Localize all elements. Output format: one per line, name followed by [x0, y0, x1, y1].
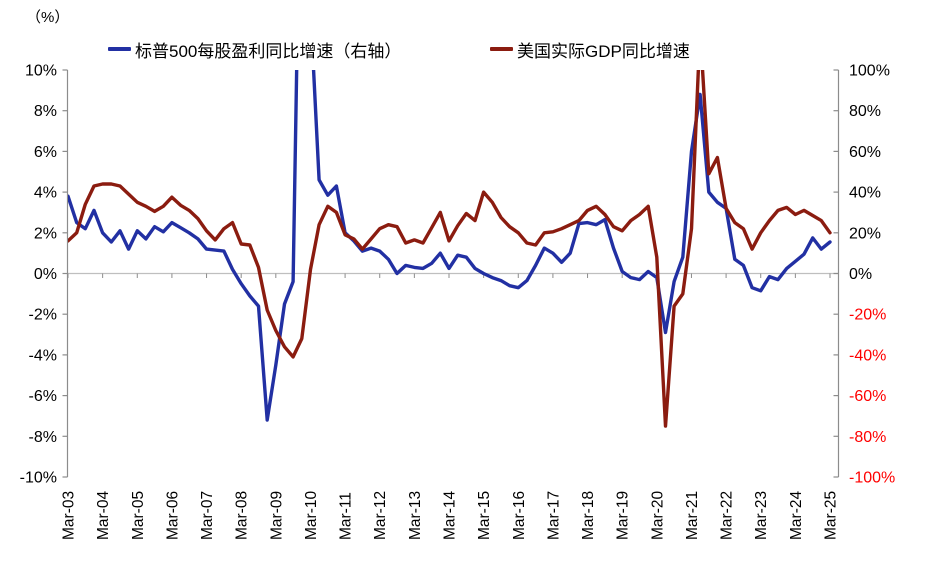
eps-line-swatch: [108, 47, 131, 51]
legend-item-eps: 标普500每股盈利同比增速（右轴）: [108, 38, 402, 61]
x-axis-label: Mar-21: [684, 491, 701, 540]
x-axis-label: Mar-14: [442, 491, 459, 540]
left-axis-tick-label: -10%: [20, 470, 57, 487]
right-axis-tick-label: -40%: [849, 347, 886, 364]
left-axis-tick-label: 10%: [25, 63, 57, 80]
x-axis-label: Mar-15: [476, 491, 493, 540]
left-axis-tick-label: -6%: [29, 388, 57, 405]
gdp-line-swatch: [490, 47, 513, 51]
x-axis-label: Mar-10: [303, 491, 320, 540]
legend-label-gdp: 美国实际GDP同比增速: [517, 41, 690, 61]
x-axis-label: Mar-11: [338, 492, 355, 540]
eps-growth-line: [68, 70, 832, 422]
x-axis-label: Mar-19: [615, 491, 632, 540]
x-axis-label: Mar-08: [234, 491, 251, 540]
x-axis-label: Mar-03: [61, 491, 78, 540]
left-axis-tick-label: 0%: [34, 266, 57, 283]
legend-label-eps: 标普500每股盈利同比增速（右轴）: [135, 41, 402, 61]
x-axis-label: Mar-04: [95, 491, 112, 540]
right-axis-tick-label: -100%: [849, 470, 895, 487]
left-axis-tick-label: -8%: [29, 429, 57, 446]
axis-unit-label: （%）: [26, 9, 70, 26]
x-axis-label: Mar-12: [372, 491, 389, 540]
legend-item-gdp: 美国实际GDP同比增速: [490, 38, 690, 61]
x-axis-label: Mar-18: [580, 491, 597, 540]
right-axis-tick-label: 40%: [849, 185, 881, 202]
left-axis-tick-label: 8%: [34, 103, 57, 120]
x-axis-label: Mar-06: [164, 491, 181, 540]
x-axis-label: Mar-20: [649, 491, 666, 540]
x-axis-label: Mar-16: [511, 491, 528, 540]
x-axis-label: Mar-22: [719, 491, 736, 540]
right-axis-tick-label: 80%: [849, 103, 881, 120]
x-axis-label: Mar-17: [545, 491, 562, 540]
x-axis-label: Mar-13: [407, 491, 424, 540]
right-axis-tick-label: -60%: [849, 388, 886, 405]
x-axis-label: Mar-23: [753, 491, 770, 540]
left-axis-tick-label: 6%: [34, 144, 57, 161]
x-axis-label: Mar-24: [788, 491, 805, 540]
left-axis-tick-label: -2%: [29, 307, 57, 324]
x-axis-label: Mar-07: [199, 491, 216, 540]
right-axis-tick-label: 0%: [849, 266, 872, 283]
left-axis-tick-label: 2%: [34, 225, 57, 242]
left-axis-tick-label: -4%: [29, 347, 57, 364]
gdp-growth-line: [68, 70, 832, 428]
right-axis-tick-label: -20%: [849, 307, 886, 324]
right-axis-tick-label: 100%: [849, 63, 890, 80]
right-axis-tick-label: 60%: [849, 144, 881, 161]
x-axis-label: Mar-25: [823, 491, 840, 540]
legend: 标普500每股盈利同比增速（右轴） 美国实际GDP同比增速: [0, 38, 930, 61]
x-axis-label: Mar-09: [268, 491, 285, 540]
left-axis-tick-label: 4%: [34, 185, 57, 202]
x-axis-label: Mar-05: [130, 491, 147, 540]
right-axis-tick-label: 20%: [849, 225, 881, 242]
right-axis-tick-label: -80%: [849, 429, 886, 446]
